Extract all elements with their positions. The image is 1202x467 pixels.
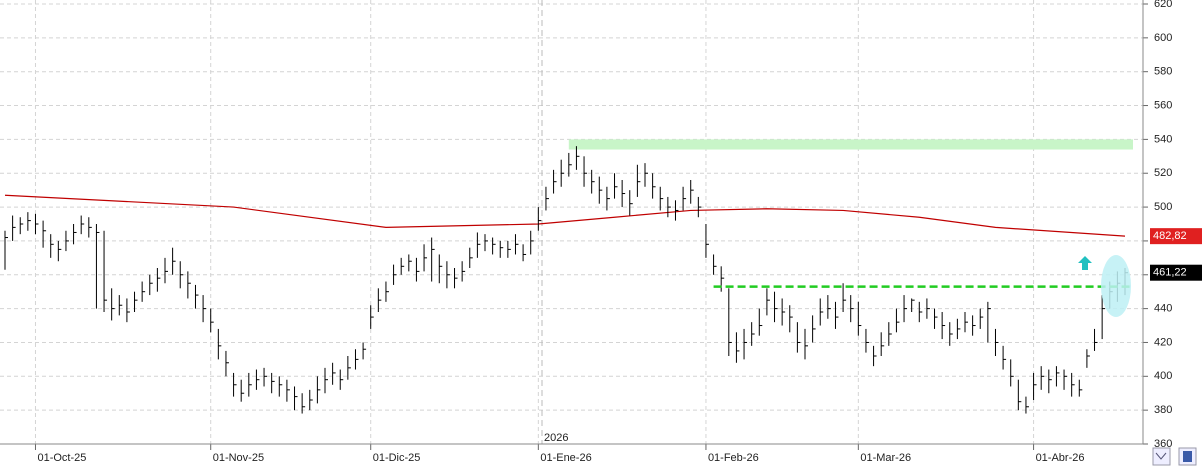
- y-tick-label: 620: [1154, 0, 1172, 10]
- up-arrow: [1078, 256, 1092, 270]
- y-tick-label: 540: [1154, 133, 1172, 145]
- y-tick-label: 520: [1154, 167, 1172, 179]
- x-tick-label: 01-Dic-25: [373, 452, 421, 464]
- ma-price-tag: [1150, 228, 1202, 245]
- x-tick-label: 01-Oct-25: [37, 452, 86, 464]
- y-tick-label: 440: [1154, 303, 1172, 315]
- highlight-ellipse: [1101, 255, 1131, 317]
- icon: [1183, 451, 1192, 462]
- y-tick-label: 380: [1154, 404, 1172, 416]
- year-label: 2026: [544, 432, 568, 444]
- y-tick-label: 420: [1154, 336, 1172, 348]
- y-tick-label: 560: [1154, 99, 1172, 111]
- last-price-label: 461,22: [1153, 267, 1187, 279]
- x-tick-label: 01-Ene-26: [540, 452, 591, 464]
- last-price-tag: [1150, 264, 1202, 281]
- y-tick-label: 600: [1154, 32, 1172, 44]
- scroll-button[interactable]: [1152, 447, 1171, 466]
- y-tick-label: 580: [1154, 66, 1172, 78]
- y-tick-label: 500: [1154, 201, 1172, 213]
- x-tick-label: 01-Feb-26: [708, 452, 759, 464]
- y-tick-label: 360: [1154, 438, 1172, 450]
- x-tick-label: 01-Nov-25: [213, 452, 264, 464]
- resistance-zone: [568, 139, 1133, 150]
- x-tick-label: 01-Abr-26: [1036, 452, 1085, 464]
- moving-average: [4, 194, 1126, 237]
- icon: [1155, 452, 1167, 460]
- ma-price-label: 482,82: [1153, 230, 1187, 242]
- y-tick-label: 400: [1154, 370, 1172, 382]
- x-tick-label: 01-Mar-26: [860, 452, 911, 464]
